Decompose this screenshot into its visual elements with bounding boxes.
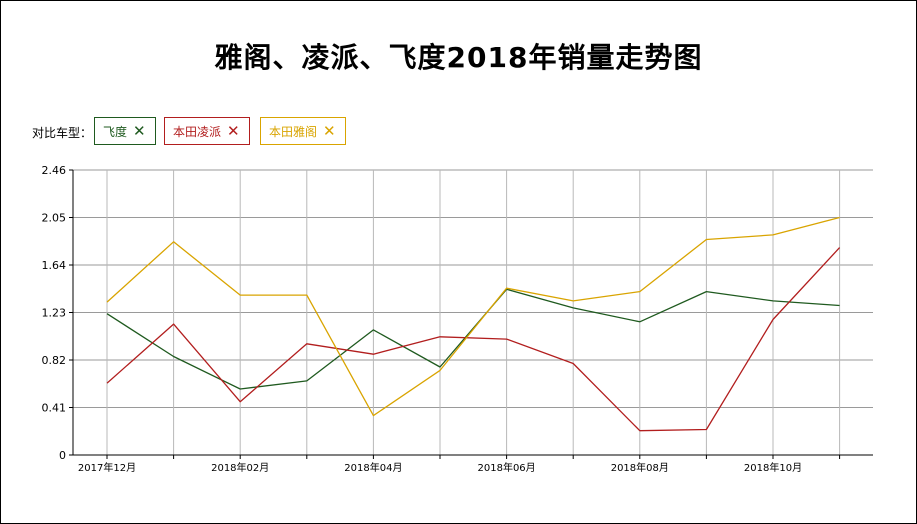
y-tick-label: 0 bbox=[59, 449, 66, 462]
x-tick-label: 2018年10月 bbox=[744, 461, 802, 474]
x-tick-label: 2018年08月 bbox=[611, 461, 669, 474]
x-tick-label: 2017年12月 bbox=[78, 461, 136, 474]
y-tick-label: 1.23 bbox=[42, 307, 67, 320]
legend-item-label: 本田凌派 bbox=[173, 124, 222, 139]
legend-item-lingpai[interactable]: 本田凌派 ✕ bbox=[164, 117, 250, 145]
series-line bbox=[106, 288, 840, 390]
y-tick-label: 1.64 bbox=[42, 259, 67, 272]
x-tick-label: 2018年06月 bbox=[478, 461, 536, 474]
remove-icon[interactable]: ✕ bbox=[133, 121, 146, 140]
x-tick-label: 2018年02月 bbox=[211, 461, 269, 474]
legend-item-label: 飞度 bbox=[103, 124, 128, 139]
remove-icon[interactable]: ✕ bbox=[227, 121, 240, 140]
series-line bbox=[106, 247, 841, 432]
y-tick-label: 0.82 bbox=[42, 354, 67, 367]
legend-item-feidu[interactable]: 飞度 ✕ bbox=[94, 117, 156, 145]
y-tick-label: 2.05 bbox=[42, 212, 67, 225]
y-tick-label: 2.46 bbox=[42, 164, 67, 177]
legend-label: 对比车型： bbox=[32, 126, 93, 140]
legend-item-accord[interactable]: 本田雅阁 ✕ bbox=[260, 117, 346, 145]
series-line bbox=[106, 216, 840, 417]
y-tick-label: 0.41 bbox=[42, 402, 67, 415]
legend-item-label: 本田雅阁 bbox=[269, 124, 318, 139]
remove-icon[interactable]: ✕ bbox=[323, 121, 336, 140]
chart-title: 雅阁、凌派、飞度2018年销量走势图 bbox=[214, 41, 703, 74]
x-tick-label: 2018年04月 bbox=[344, 461, 402, 474]
